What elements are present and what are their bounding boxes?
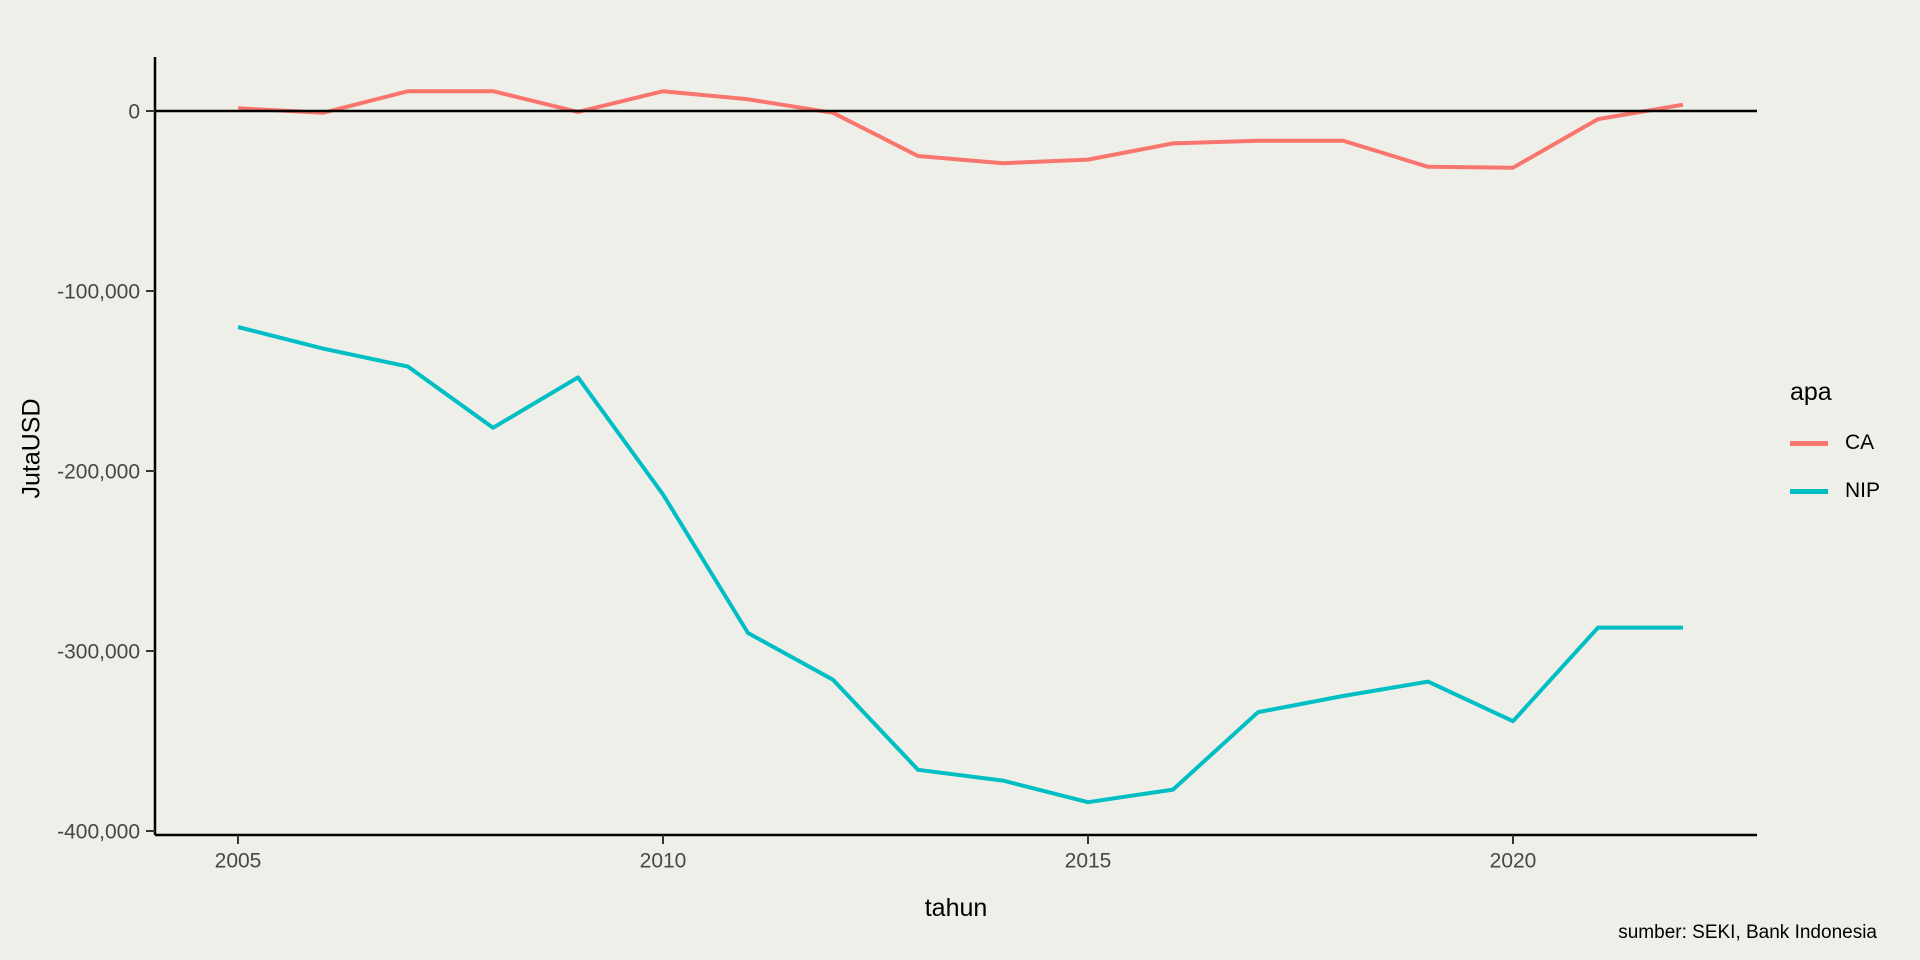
- legend: apa CA NIP: [1790, 378, 1920, 527]
- y-tick-label: -400,000: [57, 820, 140, 843]
- x-tick-label: 2005: [215, 849, 262, 872]
- y-tick-label: 0: [128, 100, 140, 123]
- y-axis-title: JutaUSD: [17, 398, 46, 499]
- x-tick-label: 2020: [1490, 849, 1537, 872]
- y-tick-label: -100,000: [57, 280, 140, 303]
- legend-title: apa: [1790, 378, 1832, 406]
- caption: sumber: SEKI, Bank Indonesia: [1618, 922, 1877, 943]
- legend-swatch-nip: [1790, 488, 1828, 494]
- legend-swatch-ca: [1790, 440, 1828, 446]
- x-tick-label: 2010: [640, 849, 687, 872]
- legend-label-ca: CA: [1845, 431, 1875, 454]
- y-tick-label: -200,000: [57, 460, 140, 483]
- x-tick-label: 2015: [1065, 849, 1112, 872]
- legend-entry-ca: CA: [1790, 431, 1920, 455]
- y-tick-label: -300,000: [57, 640, 140, 663]
- x-axis-title: tahun: [924, 894, 988, 922]
- legend-label-nip: NIP: [1845, 479, 1881, 502]
- series-line-ca: [237, 89, 1684, 170]
- series-line-nip: [237, 325, 1683, 805]
- legend-entry-nip: NIP: [1790, 479, 1920, 503]
